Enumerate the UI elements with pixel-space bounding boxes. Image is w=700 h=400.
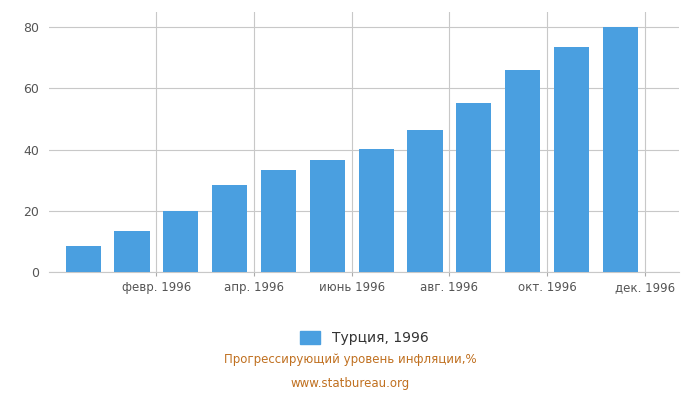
Bar <box>603 27 638 272</box>
Bar <box>554 47 589 272</box>
Bar <box>358 149 394 272</box>
Bar <box>456 102 491 272</box>
Bar <box>163 212 198 272</box>
Bar <box>505 70 540 272</box>
Bar <box>261 170 296 272</box>
Text: Прогрессирующий уровень инфляции,%: Прогрессирующий уровень инфляции,% <box>224 354 476 366</box>
Bar <box>407 130 442 272</box>
Bar <box>212 186 247 272</box>
Bar <box>66 246 101 272</box>
Legend: Турция, 1996: Турция, 1996 <box>294 326 434 351</box>
Bar <box>114 231 150 272</box>
Text: www.statbureau.org: www.statbureau.org <box>290 378 410 390</box>
Bar <box>310 160 345 272</box>
